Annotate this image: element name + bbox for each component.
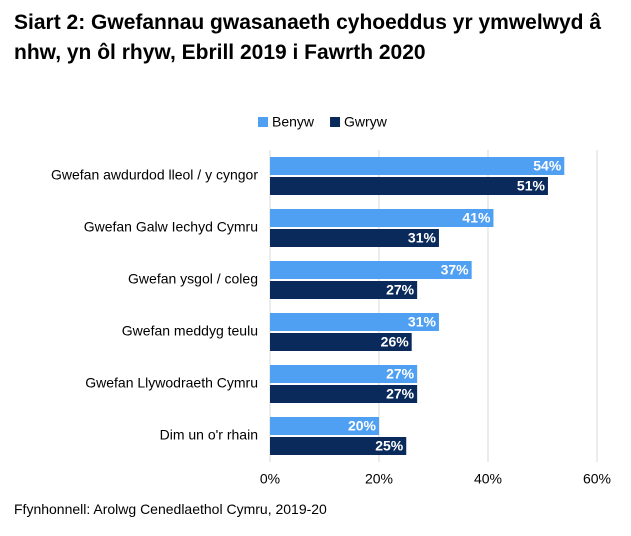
data-label: 51% xyxy=(517,178,546,194)
y-tick-label: Dim un o'r rhain xyxy=(160,427,258,443)
x-tick-label: 0% xyxy=(260,471,280,487)
legend-label: Benyw xyxy=(272,114,315,130)
chart: 0% 20% 40% 60% Benyw Gwryw Gwefan awdurdod lle… xyxy=(51,114,611,487)
bar xyxy=(270,157,565,175)
bar xyxy=(270,281,418,299)
data-label: 54% xyxy=(533,158,562,174)
data-label: 27% xyxy=(386,282,415,298)
data-label: 27% xyxy=(386,366,415,382)
bar xyxy=(270,437,407,455)
y-tick-label: Gwefan Galw Iechyd Cymru xyxy=(84,219,258,235)
bar xyxy=(270,385,418,403)
bar xyxy=(270,313,439,331)
y-tick-label: Gwefan Llywodraeth Cymru xyxy=(85,375,258,391)
x-tick-label: 40% xyxy=(474,471,502,487)
data-label: 26% xyxy=(381,334,410,350)
legend-swatch xyxy=(258,117,268,127)
bar xyxy=(270,261,472,279)
bar xyxy=(270,229,439,247)
data-label: 31% xyxy=(408,314,437,330)
legend-swatch xyxy=(330,117,341,127)
data-label: 41% xyxy=(462,210,491,226)
data-label: 20% xyxy=(348,418,377,434)
bar xyxy=(270,177,548,195)
y-tick-label: Gwefan ysgol / coleg xyxy=(128,271,258,287)
x-tick-label: 20% xyxy=(365,471,393,487)
source: Ffynhonnell: Arolwg Cenedlaethol Cymru, … xyxy=(14,501,327,517)
bar xyxy=(270,417,379,435)
data-label: 37% xyxy=(441,262,470,278)
y-tick-label: Gwefan awdurdod lleol / y cyngor xyxy=(51,167,258,183)
x-tick-label: 60% xyxy=(583,471,611,487)
bar xyxy=(270,333,412,351)
data-label: 27% xyxy=(386,386,415,402)
data-label: 31% xyxy=(408,230,437,246)
legend-label: Gwryw xyxy=(344,114,388,130)
bar xyxy=(270,365,418,383)
bar xyxy=(270,209,494,227)
chart-title: Siart 2: Gwefannau gwasanaeth cyhoeddus … xyxy=(14,11,602,64)
y-tick-label: Gwefan meddyg teulu xyxy=(122,323,258,339)
data-label: 25% xyxy=(375,438,404,454)
